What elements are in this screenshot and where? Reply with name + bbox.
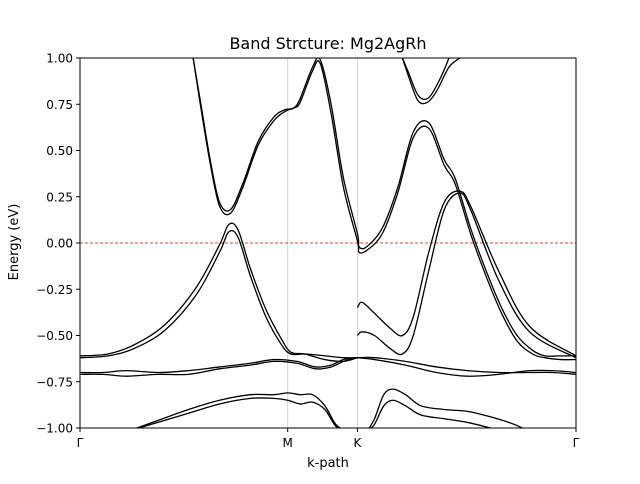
x-tick-label-3: Γ [573,436,580,450]
band-line-14 [368,388,524,428]
chart-title: Band Strcture: Mg2AgRh [229,34,426,53]
band-line-4 [357,357,576,377]
band-lines [80,58,576,428]
axis-ticks: 1.00 0.75 0.50 0.25 0.00 −0.25 −0.50 −0.75 −1.00… [36,52,579,451]
y-tick-label-3: 0.25 [46,190,73,204]
band-line-3 [80,357,358,377]
y-tick-label-5: −0.25 [36,283,73,297]
band-line-1 [80,222,358,363]
y-axis-label: Energy (eV) [7,204,22,281]
band-line-5 [357,356,576,375]
y-tick-label-7: −0.75 [36,375,73,389]
y-tick-label-2: 0.50 [46,144,73,158]
x-tick-label-0: Γ [77,436,84,450]
band-line-11 [401,58,461,105]
x-tick-label-1: M [283,436,293,450]
band-line-0 [80,229,358,359]
plot-frame [79,57,577,429]
y-tick-label-1: 0.75 [46,98,73,112]
band-line-9 [356,192,576,359]
band-line-10 [401,58,477,101]
band-line-6 [192,58,576,357]
band-line-15 [370,399,494,428]
y-tick-label-8: −1.00 [36,422,73,436]
band-line-12 [134,392,342,428]
x-axis-label: k-path [307,456,349,471]
band-line-13 [136,397,340,428]
band-line-8 [356,190,576,357]
y-tick-label-0: 1.00 [46,52,73,66]
band-line-7 [192,58,576,361]
y-tick-label-6: −0.50 [36,329,73,343]
y-tick-label-4: 0.00 [46,237,73,251]
band-line-2 [80,357,358,374]
x-tick-label-2: K [354,436,363,450]
